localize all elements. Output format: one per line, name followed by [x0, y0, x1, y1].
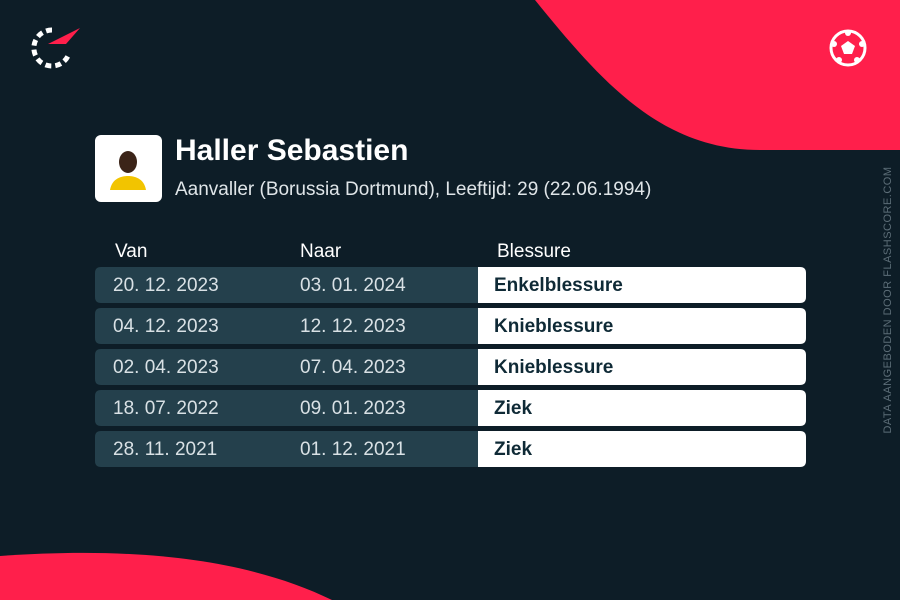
player-name: Haller Sebastien [175, 134, 408, 167]
date-cell: 12. 12. 2023 [300, 316, 406, 337]
ball-icon [829, 29, 867, 67]
row-highlight [478, 390, 806, 426]
row-highlight [478, 308, 806, 344]
date-cell: 09. 01. 2023 [300, 398, 406, 419]
date-cell: 02. 04. 2023 [113, 357, 219, 378]
corner-shape-top [535, 0, 900, 150]
row-background [95, 267, 478, 303]
date-cell: 07. 04. 2023 [300, 357, 406, 378]
injury-cell: Enkelblessure [494, 275, 623, 296]
column-header: Blessure [497, 241, 571, 262]
corner-shape-bottom [0, 552, 332, 600]
date-cell: 20. 12. 2023 [113, 275, 219, 296]
source-note: DATA AANGEBODEN DOOR FLASHSCORE.COM [882, 166, 894, 433]
date-cell: 28. 11. 2021 [113, 439, 217, 460]
injury-cell: Ziek [494, 439, 532, 460]
injury-cell: Ziek [494, 398, 532, 419]
date-cell: 18. 07. 2022 [113, 398, 219, 419]
row-background [95, 390, 478, 426]
date-cell: 03. 01. 2024 [300, 275, 406, 296]
column-header: Van [115, 241, 147, 262]
row-highlight [478, 431, 806, 467]
row-highlight [478, 349, 806, 385]
injury-cell: Knieblessure [494, 357, 613, 378]
row-background [95, 308, 478, 344]
player-subtitle: Aanvaller (Borussia Dortmund), Leeftijd:… [175, 179, 651, 200]
date-cell: 01. 12. 2021 [300, 439, 406, 460]
row-background [95, 349, 478, 385]
row-highlight [478, 267, 806, 303]
player-photo [95, 135, 162, 202]
injury-cell: Knieblessure [494, 316, 613, 337]
logo [31, 27, 80, 69]
column-header: Naar [300, 241, 342, 262]
date-cell: 04. 12. 2023 [113, 316, 219, 337]
row-background [95, 431, 478, 467]
